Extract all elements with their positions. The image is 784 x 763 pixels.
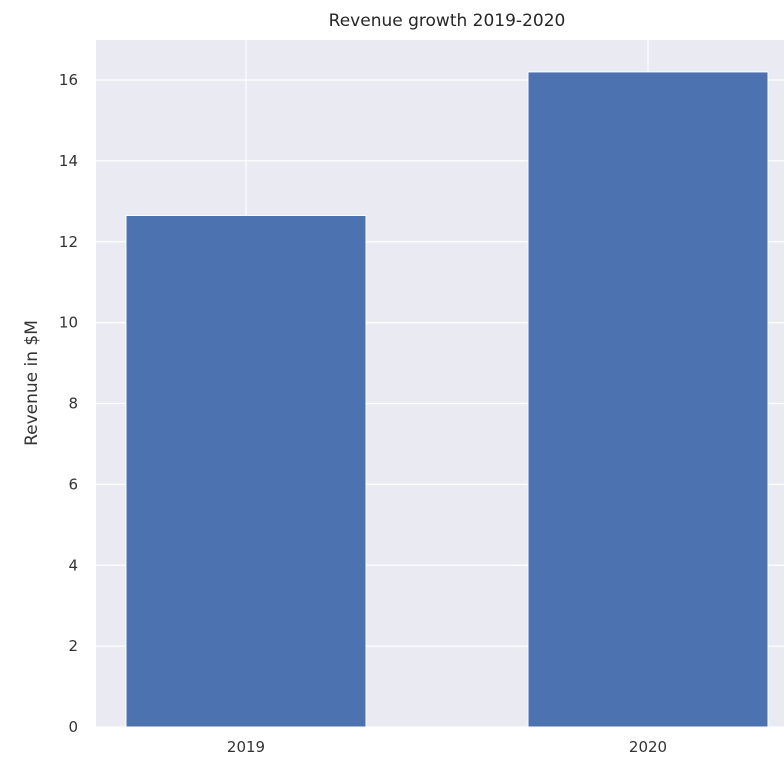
x-tick-label-2020: 2020 [629, 738, 667, 756]
y-tick-label-14: 14 [59, 152, 78, 170]
y-axis-title: Revenue in $M [22, 320, 42, 446]
y-tick-labels: 0 2 4 6 8 10 12 14 16 [59, 71, 78, 736]
bars [125, 71, 769, 728]
y-tick-label-2: 2 [68, 637, 78, 655]
y-tick-label-4: 4 [68, 556, 78, 574]
y-tick-label-0: 0 [68, 718, 78, 736]
y-tick-label-16: 16 [59, 71, 78, 89]
bar-2020 [527, 71, 769, 728]
y-tick-label-8: 8 [68, 395, 78, 413]
chart-title: Revenue growth 2019-2020 [329, 11, 566, 31]
bar-2019 [125, 214, 367, 728]
x-tick-labels: 2019 2020 [227, 738, 667, 756]
y-tick-label-6: 6 [68, 475, 78, 493]
y-tick-label-12: 12 [59, 233, 78, 251]
y-tick-label-10: 10 [59, 314, 78, 332]
x-tick-label-2019: 2019 [227, 738, 265, 756]
